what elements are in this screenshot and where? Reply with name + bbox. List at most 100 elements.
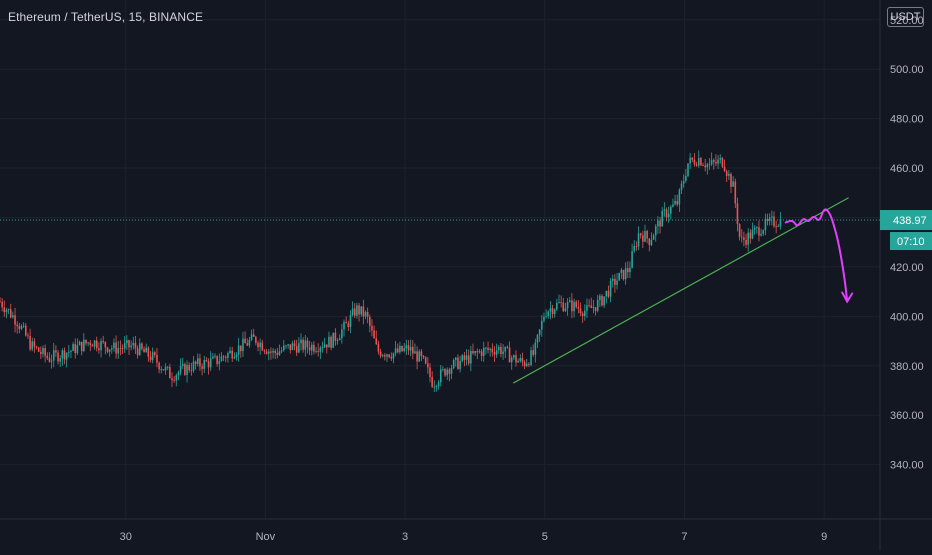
candle-body xyxy=(564,308,567,312)
candle-body xyxy=(358,305,360,315)
candle-body xyxy=(220,356,223,362)
candle-body xyxy=(708,164,711,165)
candle-body xyxy=(201,366,203,369)
candle-body xyxy=(506,346,509,348)
candle-body xyxy=(197,358,199,364)
candle-body xyxy=(760,233,762,236)
y-tick-label: 460.00 xyxy=(890,163,924,175)
candle-body xyxy=(328,336,330,348)
candle-body xyxy=(629,267,631,273)
candle-body xyxy=(558,302,560,303)
candle-body xyxy=(611,278,614,281)
candle-body xyxy=(504,346,507,352)
candle-body xyxy=(687,163,689,176)
candle-body xyxy=(126,340,128,344)
candle-body xyxy=(44,348,46,356)
candle-body xyxy=(659,220,661,227)
candle-body xyxy=(181,364,184,366)
candle-body xyxy=(642,235,644,242)
candle-body xyxy=(162,369,165,371)
candle-body xyxy=(771,216,773,218)
candle-body xyxy=(414,351,416,354)
candle-body xyxy=(371,325,373,331)
candle-body xyxy=(618,272,620,281)
candle-body xyxy=(72,344,74,351)
candle-body xyxy=(7,309,10,311)
candle-body xyxy=(665,209,668,218)
candle-body xyxy=(194,361,197,364)
candle-body xyxy=(412,346,414,354)
candle-body xyxy=(143,349,145,353)
candle-body xyxy=(218,361,221,364)
candle-body xyxy=(173,380,175,382)
y-tick-label: 380.00 xyxy=(890,361,924,373)
candle-body xyxy=(403,348,405,352)
currency-button[interactable]: USDT xyxy=(887,7,924,27)
y-tick-label: 480.00 xyxy=(890,114,924,126)
candle-body xyxy=(682,180,685,184)
candle-body xyxy=(111,348,113,350)
candle-body xyxy=(384,355,386,357)
candle-body xyxy=(74,344,77,354)
candle-body xyxy=(212,356,214,359)
candle-body xyxy=(0,301,1,303)
candle-body xyxy=(63,350,66,360)
candle-body xyxy=(338,338,341,341)
candle-body xyxy=(298,343,300,353)
candle-body xyxy=(190,370,193,371)
candle-body xyxy=(700,158,702,166)
x-tick-label: 7 xyxy=(681,531,687,543)
candle-body xyxy=(584,310,586,317)
candle-body xyxy=(332,332,335,348)
candle-body xyxy=(556,302,558,310)
projection-path[interactable] xyxy=(784,208,849,303)
candle-body xyxy=(70,350,72,352)
candle-body xyxy=(719,157,722,160)
candle-body xyxy=(637,233,640,247)
candle-body xyxy=(401,345,403,352)
candle-body xyxy=(521,358,524,363)
candle-body xyxy=(777,226,780,228)
candle-body xyxy=(154,352,156,356)
candle-body xyxy=(171,378,173,381)
candle-body xyxy=(416,351,418,362)
candle-body xyxy=(267,351,270,354)
candle-body xyxy=(575,301,577,308)
candle-body xyxy=(91,344,94,347)
candle-body xyxy=(592,307,595,309)
candle-body xyxy=(633,245,636,252)
candle-body xyxy=(175,375,178,381)
candle-body xyxy=(728,173,730,176)
candle-body xyxy=(519,358,522,361)
candle-body xyxy=(478,351,481,353)
candle-body xyxy=(500,346,502,355)
candle-body xyxy=(768,217,771,222)
candle-body xyxy=(274,350,276,353)
candle-body xyxy=(293,343,296,347)
candle-body xyxy=(697,158,700,166)
candle-body xyxy=(646,231,648,239)
candle-body xyxy=(242,338,244,352)
candle-body xyxy=(132,342,135,346)
candle-body xyxy=(300,339,302,344)
candle-body xyxy=(721,157,724,167)
candle-body xyxy=(353,308,356,316)
candle-body xyxy=(405,345,408,349)
candle-body xyxy=(117,348,120,354)
trendline[interactable] xyxy=(513,197,849,384)
candle-body xyxy=(601,295,603,306)
candle-body xyxy=(147,347,150,357)
candle-body xyxy=(442,368,444,370)
candle-body xyxy=(661,210,663,227)
candle-body xyxy=(465,355,468,360)
candle-body xyxy=(691,157,694,160)
candle-body xyxy=(59,358,61,362)
candle-body xyxy=(622,269,625,280)
candle-body xyxy=(485,347,487,349)
candle-body xyxy=(261,342,264,351)
candle-body xyxy=(639,233,642,236)
candle-body xyxy=(609,280,612,297)
candle-body xyxy=(276,352,279,355)
